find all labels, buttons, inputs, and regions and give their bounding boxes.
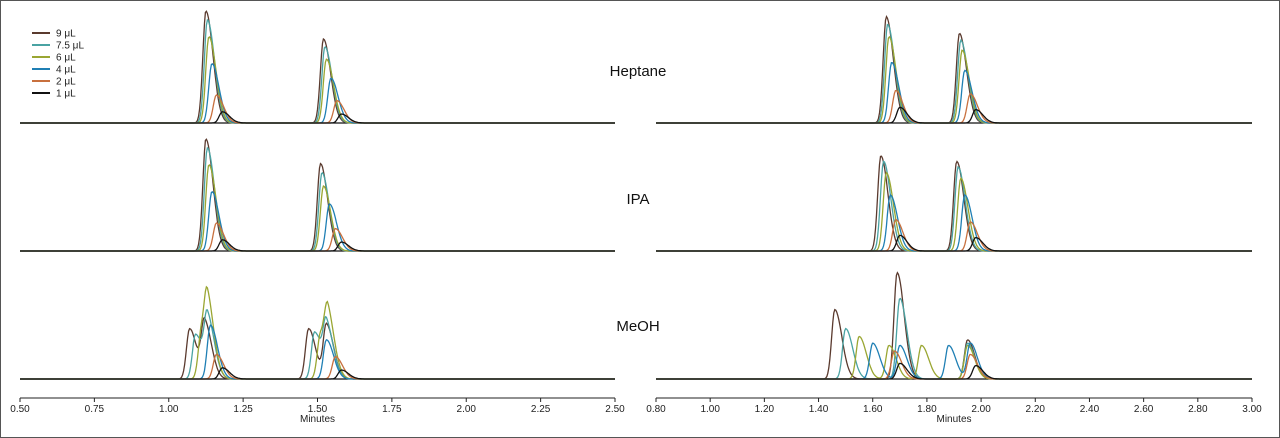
series-line-9-μL: [656, 271, 1252, 380]
series-line-9-μL: [656, 14, 1252, 124]
solvent-labels: Heptane IPA MeOH: [610, 63, 667, 335]
x-tick-label: 0.80: [646, 404, 666, 415]
solvent-label-heptane: Heptane: [610, 63, 667, 80]
legend-entry: 9 μL: [56, 29, 76, 40]
series-line-1-μL: [20, 111, 615, 124]
legend-entry: 6 μL: [56, 53, 76, 64]
series-line-6-μL: [20, 285, 615, 380]
x-tick-label: 2.00: [971, 404, 991, 415]
series-line-9-μL: [20, 138, 615, 252]
series-line-1-μL: [656, 234, 1252, 252]
series-line-6-μL: [20, 164, 615, 252]
x-tick-label: 0.50: [10, 404, 30, 415]
x-tick-label: 1.00: [700, 404, 720, 415]
series-line-7.5-μL: [656, 297, 1252, 380]
x-tick-label: 2.25: [531, 404, 551, 415]
x-tick-label: 2.00: [457, 404, 477, 415]
x-tick-label: 3.00: [1242, 404, 1262, 415]
series-line-1-μL: [20, 367, 615, 380]
series-line-7.5-μL: [20, 309, 615, 380]
x-tick-label: 1.25: [233, 404, 253, 415]
right-chromatogram: 0.80 1.00 1.20 1.40 1.60 1.80 2.00 2.20 2.40 2.60…: [646, 14, 1262, 425]
series-line-4-μL: [20, 62, 615, 124]
x-tick-label: 2.60: [1134, 404, 1154, 415]
series-line-1-μL: [20, 239, 615, 252]
legend-entry: 7.5 μL: [56, 41, 84, 52]
x-tick-label: 0.75: [85, 404, 105, 415]
legend-entry: 4 μL: [56, 65, 76, 76]
series-line-6-μL: [656, 35, 1252, 124]
x-tick-label: 2.40: [1080, 404, 1100, 415]
legend: 9 μL7.5 μL6 μL4 μL2 μL1 μL: [32, 29, 84, 100]
solvent-label-meoh: MeOH: [616, 318, 659, 335]
x-axis-label: Minutes: [936, 414, 971, 425]
x-tick-label: 1.60: [863, 404, 883, 415]
series-line-1-μL: [656, 362, 1252, 380]
x-tick-label: 1.50: [308, 404, 328, 415]
series-line-2-μL: [20, 353, 615, 380]
series-line-9-μL: [20, 10, 615, 124]
x-tick-label: 1.80: [917, 404, 937, 415]
x-axis-label: Minutes: [300, 414, 335, 425]
x-tick-label: 2.20: [1026, 404, 1046, 415]
solvent-label-ipa: IPA: [626, 191, 649, 208]
x-tick-label: 1.75: [382, 404, 402, 415]
series-line-1-μL: [656, 106, 1252, 124]
series-line-9-μL: [656, 155, 1252, 252]
series-line-4-μL: [656, 342, 1252, 380]
x-tick-label: 2.80: [1188, 404, 1208, 415]
series-line-7.5-μL: [656, 160, 1252, 252]
x-tick-label: 1.20: [755, 404, 775, 415]
legend-entry: 1 μL: [56, 89, 76, 100]
series-line-6-μL: [656, 335, 1252, 380]
x-tick-label: 1.40: [809, 404, 829, 415]
left-chromatogram: 0.50 0.75 1.00 1.25 1.50 1.75 2.00 2.25 2.50 Minu…: [10, 10, 625, 425]
x-tick-label: 1.00: [159, 404, 179, 415]
x-tick-label: 2.50: [605, 404, 625, 415]
legend-entry: 2 μL: [56, 77, 76, 88]
